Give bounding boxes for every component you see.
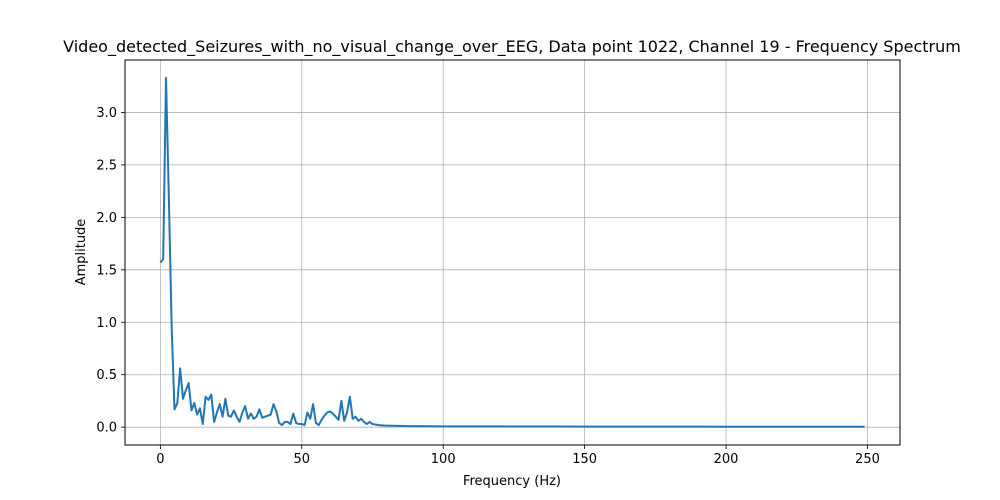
x-tick-label: 0 [156, 452, 164, 467]
y-tick-label: 1.0 [96, 316, 117, 331]
y-tick-label: 3.0 [96, 106, 117, 121]
x-tick-label: 50 [294, 452, 311, 467]
y-axis-label: Amplitude [74, 219, 89, 286]
y-tick-label: 2.5 [96, 158, 117, 173]
y-axis: 0.0 0.5 1.0 1.5 2.0 2.5 3.0 [96, 106, 125, 436]
y-tick-label: 1.5 [96, 263, 117, 278]
y-tick-label: 0.5 [96, 368, 117, 383]
spectrum-line [159, 76, 865, 428]
y-tick-label: 2.0 [96, 211, 117, 226]
grid [125, 60, 900, 445]
y-tick-label: 0.0 [96, 421, 117, 436]
x-axis: 0 50 100 150 200 250 [156, 445, 880, 467]
chart-title: Video_detected_Seizures_with_no_visual_c… [63, 37, 961, 57]
x-tick-label: 100 [431, 452, 456, 467]
plot-frame [124, 59, 901, 446]
x-tick-label: 150 [572, 452, 597, 467]
x-tick-label: 250 [855, 452, 880, 467]
x-tick-label: 200 [714, 452, 739, 467]
x-axis-label: Frequency (Hz) [463, 474, 561, 489]
